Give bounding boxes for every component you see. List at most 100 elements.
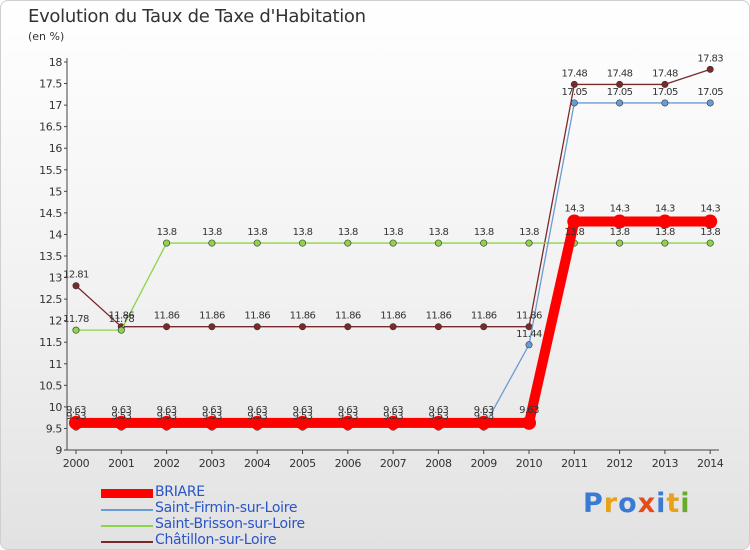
y-tick-label: 9 xyxy=(55,444,62,457)
data-label: 9.63 xyxy=(338,405,358,416)
logo-letter: r xyxy=(603,488,619,519)
data-label: 14.3 xyxy=(655,204,675,215)
data-label: 9.63 xyxy=(202,405,222,416)
x-tick-label: 2001 xyxy=(108,457,134,470)
data-label: 9.63 xyxy=(66,405,86,416)
legend-item: Saint-Firmin-sur-Loire xyxy=(101,500,461,519)
x-tick-label: 2004 xyxy=(244,457,271,470)
x-tick-label: 2003 xyxy=(199,457,226,470)
data-point xyxy=(522,415,536,430)
data-label: 11.86 xyxy=(380,311,406,322)
y-tick-label: 13 xyxy=(49,272,63,285)
data-label: 17.05 xyxy=(697,87,723,98)
data-label: 17.48 xyxy=(607,68,633,79)
data-point xyxy=(706,239,714,247)
y-tick-label: 10.5 xyxy=(39,379,62,392)
y-tick-label: 15 xyxy=(49,185,63,198)
legend-label: Saint-Brisson-sur-Loire xyxy=(155,516,305,532)
data-label: 9.63 xyxy=(111,405,131,416)
data-point xyxy=(661,99,669,107)
legend-item: BRIARE xyxy=(101,484,461,503)
data-point xyxy=(344,239,352,247)
data-label: 13.8 xyxy=(474,227,494,238)
data-point xyxy=(616,239,624,247)
data-point xyxy=(389,323,397,331)
logo-letter: o xyxy=(618,488,638,519)
logo-letter: i xyxy=(680,488,691,519)
x-tick-label: 2012 xyxy=(606,457,632,470)
data-point xyxy=(476,415,491,430)
data-label: 11.86 xyxy=(244,311,270,322)
y-tick-label: 13.5 xyxy=(39,250,62,263)
data-label: 13.8 xyxy=(610,227,630,238)
series-line xyxy=(71,216,716,428)
logo-letter: P xyxy=(583,488,604,519)
data-point xyxy=(344,323,352,331)
data-point xyxy=(706,65,714,73)
y-tick-label: 14.5 xyxy=(39,207,62,220)
data-point xyxy=(298,239,306,247)
data-point xyxy=(703,214,718,229)
y-tick-label: 10 xyxy=(49,401,63,414)
data-point xyxy=(117,326,125,334)
data-point xyxy=(434,323,442,331)
data-label: 11.86 xyxy=(154,311,180,322)
data-point xyxy=(72,282,80,290)
data-point xyxy=(616,99,624,107)
data-point xyxy=(616,80,624,88)
x-tick-label: 2007 xyxy=(380,457,407,470)
data-label: 17.05 xyxy=(561,87,587,98)
chart-title: Evolution du Taux de Taxe d'Habitation xyxy=(28,6,366,27)
data-label: 11.78 xyxy=(108,314,134,325)
data-label: 11.78 xyxy=(63,314,89,325)
data-label: 17.05 xyxy=(607,87,633,98)
y-tick-label: 11 xyxy=(49,358,62,371)
series-labels: 12.81 11.86 11.86 11.86 11.86 11.86 11.86 11.86… xyxy=(63,53,724,322)
data-label: 11.44 xyxy=(516,329,542,340)
data-point xyxy=(386,415,401,430)
data-label: 17.05 xyxy=(652,87,678,98)
series-saint-brisson-sur-loire xyxy=(72,239,714,334)
x-tick-label: 2006 xyxy=(335,457,362,470)
y-tick-label: 14 xyxy=(49,228,63,241)
data-label: 9.63 xyxy=(247,405,267,416)
data-label: 9.63 xyxy=(519,405,539,416)
y-tick-label: 9.5 xyxy=(46,422,63,435)
y-tick-label: 16.5 xyxy=(39,121,62,134)
y-tick-label: 17.5 xyxy=(39,78,62,91)
data-point xyxy=(114,415,129,430)
legend-swatch xyxy=(101,541,153,543)
data-point xyxy=(389,239,397,247)
data-label: 14.3 xyxy=(700,204,720,215)
y-tick-label: 16 xyxy=(49,142,63,155)
data-label: 9.53 xyxy=(474,411,494,422)
data-label: 9.53 xyxy=(111,411,131,422)
data-point xyxy=(570,80,578,88)
data-label: 9.53 xyxy=(247,411,267,422)
data-point xyxy=(253,239,261,247)
x-tick-label: 2009 xyxy=(470,457,497,470)
logo-letter: x xyxy=(637,488,657,519)
data-label: 9.53 xyxy=(383,411,403,422)
data-point xyxy=(480,239,488,247)
data-point xyxy=(570,99,578,107)
y-tick-label: 17 xyxy=(49,99,63,112)
data-label: 9.53 xyxy=(428,411,448,422)
x-tick-label: 2010 xyxy=(516,457,543,470)
logo-letter: i xyxy=(656,488,667,519)
data-label: 14.3 xyxy=(610,204,630,215)
data-label: 13.8 xyxy=(383,227,403,238)
data-label: 13.8 xyxy=(202,227,222,238)
line-chart: 9 9.5 10 10.5 11 11.5 12 12.5 13 13.5 14 14.5 15 15.5… xyxy=(39,53,724,470)
series-line xyxy=(75,68,711,328)
chart-axes: 9 9.5 10 10.5 11 11.5 12 12.5 13 13.5 14 14.5 15 15.5… xyxy=(39,56,724,470)
data-point xyxy=(208,239,216,247)
y-tick-label: 15.5 xyxy=(39,164,62,177)
data-label: 9.53 xyxy=(338,411,358,422)
data-label: 13.8 xyxy=(564,227,584,238)
data-label: 13.8 xyxy=(293,227,313,238)
data-point xyxy=(661,80,669,88)
data-label: 17.83 xyxy=(697,53,723,64)
x-tick-label: 2013 xyxy=(652,457,679,470)
x-tick-label: 2014 xyxy=(697,457,724,470)
